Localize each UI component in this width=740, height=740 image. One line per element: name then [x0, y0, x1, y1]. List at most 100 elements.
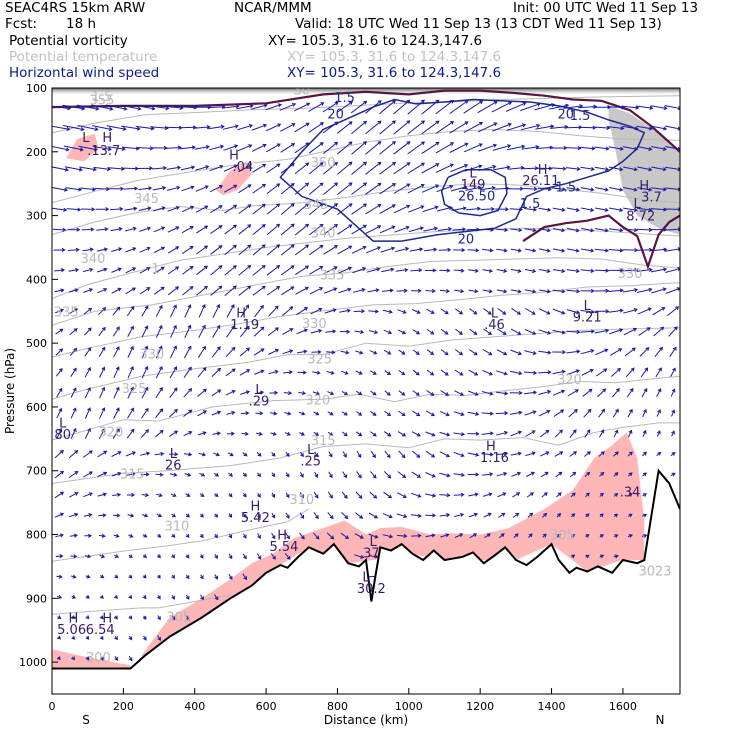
theta-label: 345: [134, 192, 159, 207]
wind-vector: [393, 204, 411, 214]
wind-vector: [612, 388, 620, 398]
wind-vector: [394, 246, 410, 253]
wind-vector: [55, 533, 64, 538]
wind-vector: [594, 146, 610, 151]
wind-vector: [337, 203, 353, 215]
pv-extremum-label: H: [229, 148, 239, 163]
y-tick-label: 800: [26, 529, 47, 542]
wind-vector: [451, 206, 467, 211]
wind-vector: [453, 472, 465, 478]
wind-vector: [313, 512, 319, 520]
x-tick-label: 1200: [466, 700, 494, 713]
wind-vector: [368, 309, 379, 314]
wind-vector: [556, 533, 561, 538]
wind-vector: [341, 431, 348, 437]
wind-vector: [397, 329, 407, 335]
x-tick-label: 600: [256, 700, 277, 713]
wind-vector: [82, 267, 94, 273]
wind-vector: [284, 411, 292, 416]
wind-vector: [200, 513, 204, 518]
wind-vector: [56, 427, 63, 439]
wind-vector: [238, 184, 252, 194]
wind-speed-label: 20: [458, 233, 475, 248]
wind-vector: [228, 472, 233, 477]
wind-vector: [439, 410, 450, 417]
wind-vector: [238, 264, 252, 276]
wind-vector: [126, 305, 135, 317]
wind-vector: [622, 268, 639, 273]
wind-vector: [538, 410, 551, 417]
wind-vector: [383, 471, 392, 479]
wind-vector: [179, 125, 197, 130]
wind-vector: [285, 532, 290, 540]
wind-vector: [197, 388, 207, 397]
wind-vector: [57, 615, 62, 619]
wind-vector: [483, 308, 492, 315]
wind-vector: [240, 411, 250, 416]
wind-vector: [64, 166, 83, 172]
wind-vector: [280, 203, 295, 215]
wind-vector: [484, 533, 491, 539]
wind-vector: [496, 370, 508, 376]
wind-vector: [513, 533, 519, 538]
wind-vector: [454, 289, 465, 294]
wind-vector: [139, 267, 151, 274]
wind-vector: [271, 451, 276, 457]
wind-vector: [613, 429, 619, 438]
wind-vector: [342, 451, 347, 458]
wind-vector: [422, 205, 439, 213]
wind-vector: [298, 391, 307, 396]
wind-vector: [313, 411, 320, 416]
wind-vector: [54, 470, 65, 479]
wind-vector: [169, 408, 178, 418]
wind-vector: [308, 202, 324, 216]
wind-vector: [166, 185, 181, 191]
wind-vector: [665, 287, 680, 294]
wind-vector: [383, 349, 392, 355]
wind-vector: [568, 409, 578, 418]
wind-vector: [92, 145, 112, 152]
wind-vector: [481, 391, 494, 396]
wind-vector: [157, 615, 161, 621]
theta-contour-320: [52, 375, 680, 441]
field-xy-theta: XY= 105.3, 31.6 to 124.3,147.6: [287, 49, 502, 65]
wind-vector: [78, 145, 98, 152]
wind-vector: [510, 349, 523, 356]
wind-vector: [110, 206, 124, 212]
x-tick-label: 800: [327, 700, 348, 713]
wind-vector: [524, 350, 537, 355]
wind-speed-label: 1.5: [570, 109, 591, 124]
wind-vector: [538, 370, 552, 375]
wind-vector: [327, 512, 334, 520]
wind-vector: [452, 227, 467, 232]
wind-vector: [214, 574, 218, 580]
wind-vector: [566, 309, 581, 315]
wind-vector: [185, 534, 190, 538]
wind-vector: [113, 346, 120, 358]
tropopause-line: [52, 89, 680, 153]
wind-vector: [379, 120, 396, 135]
wind-vector: [183, 409, 193, 417]
wind-vector: [127, 386, 134, 399]
wind-vector: [84, 327, 92, 336]
wind-vector: [382, 534, 394, 539]
wind-vector: [566, 289, 581, 294]
wind-vector: [54, 268, 65, 273]
wind-speed-label: 20: [327, 108, 344, 123]
wind-vector: [398, 410, 406, 417]
wind-vector: [323, 266, 338, 275]
wind-vector: [450, 164, 469, 173]
wind-vector: [239, 347, 251, 357]
wind-vector: [524, 410, 537, 416]
wind-vector: [85, 574, 91, 579]
wind-vector: [508, 186, 524, 191]
wind-vector: [467, 431, 480, 436]
wind-vector: [114, 636, 118, 641]
wind-vector: [336, 121, 353, 134]
wind-vector: [585, 554, 590, 559]
wind-vector: [199, 472, 206, 477]
wind-vector: [439, 431, 451, 437]
wind-vector: [327, 411, 334, 416]
wind-vector: [555, 471, 563, 478]
